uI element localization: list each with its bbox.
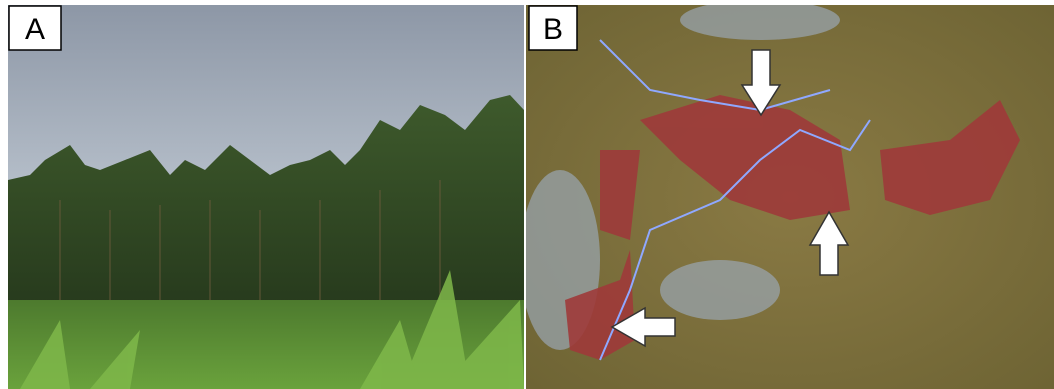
satellite-b: [520, 0, 1054, 389]
photo-a: [8, 5, 524, 389]
panel-label: A: [25, 13, 45, 46]
panel-label: B: [543, 13, 563, 46]
page: A B (() => { const data = JSON.parse(doc…: [0, 0, 1054, 389]
figure: A B: [0, 0, 1054, 389]
